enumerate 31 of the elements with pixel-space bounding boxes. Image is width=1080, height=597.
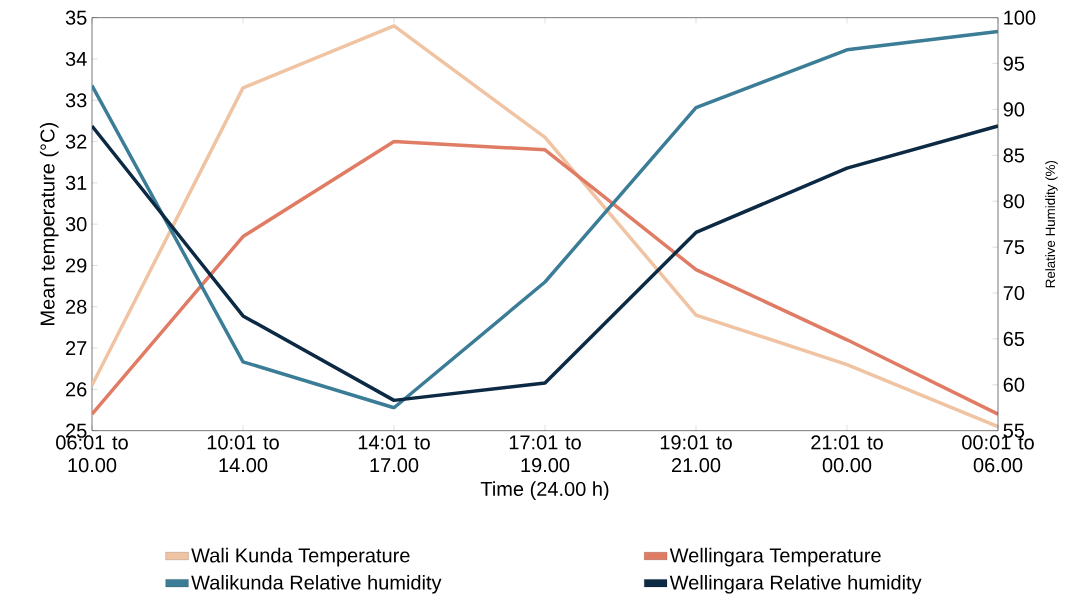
legend-label: Wellingara Relative humidity (669, 575, 922, 594)
y-tick-label: 35 (65, 10, 87, 25)
y2-tick-label: 80 (1003, 194, 1025, 209)
legend-label: Wali Kunda Temperature (191, 547, 410, 567)
y-tick-label: 32 (65, 134, 87, 149)
y-tick-label: 29 (66, 258, 87, 273)
y2-tick-label: 70 (1003, 286, 1025, 301)
y-tick-label: 34 (65, 51, 87, 67)
y-tick-label: 26 (66, 382, 87, 397)
y-tick-label: 30 (65, 217, 87, 232)
y-tick-label: 27 (66, 341, 87, 356)
x-tick-label: 21:01 to 00.00 (811, 435, 883, 473)
y2-tick-label: 65 (1003, 331, 1025, 347)
y-tick-label: 28 (66, 299, 87, 314)
x-tick-label: 10:01 to 14.00 (207, 435, 279, 473)
legend-label: Wellingara Temperature (669, 547, 881, 567)
y-tick-label: 31 (65, 175, 87, 191)
y2-tick-label: 95 (1003, 56, 1025, 71)
y-axis-title: Mean temperature (°C) (39, 123, 59, 326)
x-tick-label: 19:01 to 21.00 (660, 435, 732, 473)
y2-tick-label: 90 (1003, 102, 1025, 117)
y-tick-label: 33 (65, 93, 87, 108)
x-axis-title: Time (24.00 h) (480, 481, 609, 501)
y2-tick-label: 75 (1003, 240, 1025, 255)
y2-tick-label: 100 (1004, 10, 1036, 25)
y2-tick-label: 60 (1003, 377, 1025, 392)
y2-tick-label: 85 (1003, 148, 1025, 163)
x-tick-label: 17:01 to 19.00 (509, 435, 581, 473)
y2-axis-title: Relative Humidity (%) (1045, 161, 1058, 288)
legend-label: Walikunda Relative humidity (191, 575, 442, 594)
x-tick-label: 14:01 to 17.00 (358, 435, 430, 473)
